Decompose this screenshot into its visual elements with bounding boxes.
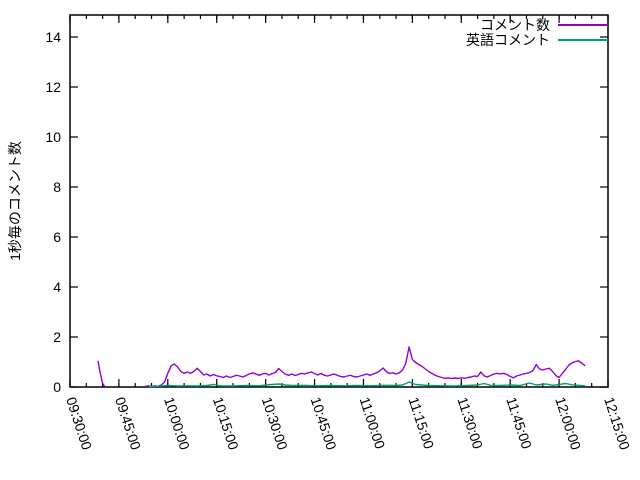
x-tick-label: 09:30:00 xyxy=(63,395,95,452)
y-tick-label: 14 xyxy=(45,29,61,45)
y-tick-label: 0 xyxy=(53,379,61,395)
legend-line-sample-english-comments xyxy=(558,39,608,41)
x-tick-label: 09:45:00 xyxy=(112,395,144,452)
series-line-1 xyxy=(148,381,586,388)
x-tick-label: 11:15:00 xyxy=(406,395,438,451)
legend-item-english-comments: 英語コメント xyxy=(466,32,608,48)
x-tick-label: 12:00:00 xyxy=(552,395,584,452)
legend-line-sample-comments xyxy=(558,24,608,26)
legend-label-comments: コメント数 xyxy=(480,17,550,33)
x-tick-label: 10:00:00 xyxy=(161,395,193,452)
x-tick-label: 10:15:00 xyxy=(210,395,242,452)
y-tick-label: 2 xyxy=(53,329,61,345)
y-tick-label: 12 xyxy=(45,79,61,95)
plot-border xyxy=(69,14,609,388)
axis-tick-labels: 09:30:00 09:45:00 10:00:00 10:15:00 10:30:00… xyxy=(45,29,633,452)
x-tick-label: 10:45:00 xyxy=(308,395,340,452)
legend: コメント数 英語コメント xyxy=(466,17,608,48)
legend-label-english-comments: 英語コメント xyxy=(466,32,550,48)
x-tick-label: 11:30:00 xyxy=(454,395,486,451)
y-tick-label: 4 xyxy=(53,279,61,295)
legend-item-comments: コメント数 xyxy=(466,17,608,33)
series-line-0 xyxy=(97,346,586,388)
y-tick-label: 10 xyxy=(45,129,61,145)
x-tick-label: 11:00:00 xyxy=(357,395,389,451)
y-axis-title: 1秒毎のコメント数 xyxy=(7,141,23,261)
x-tick-label: 10:30:00 xyxy=(259,395,291,452)
y-tick-label: 8 xyxy=(53,179,61,195)
x-tick-label: 12:15:00 xyxy=(601,395,633,452)
x-tick-label: 11:45:00 xyxy=(503,395,535,451)
axis-ticks xyxy=(69,15,609,388)
y-tick-label: 6 xyxy=(53,229,61,245)
